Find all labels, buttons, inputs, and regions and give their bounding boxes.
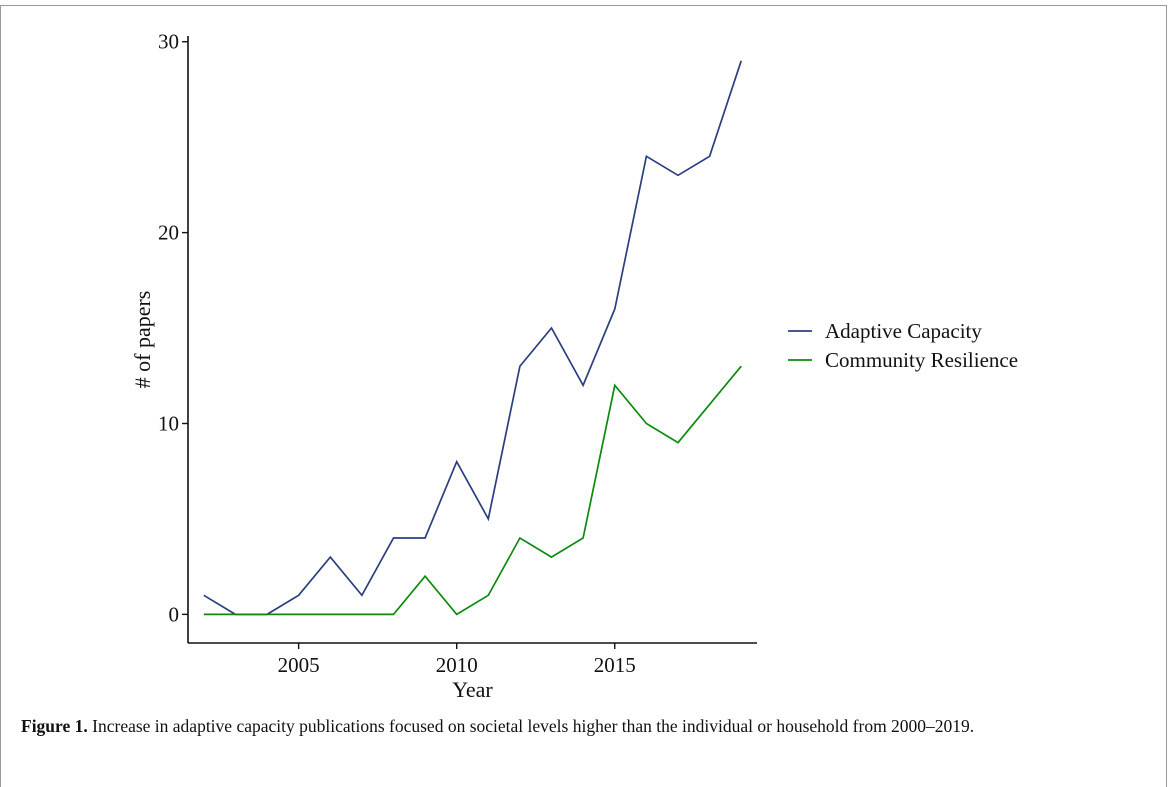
legend-label: Adaptive Capacity bbox=[825, 319, 982, 343]
figure-caption-text: Increase in adaptive capacity publicatio… bbox=[92, 716, 975, 736]
series-line-2 bbox=[203, 365, 742, 616]
chart-ticks: 0 10 20 30 2005 2010 2015 bbox=[158, 30, 636, 677]
y-tick-label: 0 bbox=[169, 602, 180, 626]
x-tick-label: 2015 bbox=[594, 653, 636, 677]
series-line-1 bbox=[203, 60, 743, 616]
y-axis-label: # of papers bbox=[130, 291, 155, 389]
x-tick-label: 2005 bbox=[278, 653, 320, 677]
x-axis-label: Year bbox=[452, 677, 493, 702]
line-chart: 0 10 20 30 2005 2010 2015 Year # of papers Ada… bbox=[130, 30, 1018, 702]
figure-label: Figure 1. bbox=[21, 716, 88, 736]
y-tick-label: 20 bbox=[158, 221, 179, 245]
legend-label: Community Resilience bbox=[825, 348, 1018, 372]
y-tick-label: 30 bbox=[158, 30, 179, 54]
y-tick-label: 10 bbox=[158, 411, 179, 435]
chart-legend: Adaptive Capacity Community Resilience bbox=[788, 319, 1018, 372]
chart-series bbox=[203, 60, 743, 616]
chart-axes bbox=[187, 36, 757, 644]
figure-caption: Figure 1. Increase in adaptive capacity … bbox=[21, 715, 1121, 738]
figure-frame-right bbox=[1166, 5, 1167, 787]
figure-frame-left bbox=[0, 5, 1, 787]
figure-frame-top bbox=[0, 5, 1167, 6]
x-tick-label: 2010 bbox=[436, 653, 478, 677]
